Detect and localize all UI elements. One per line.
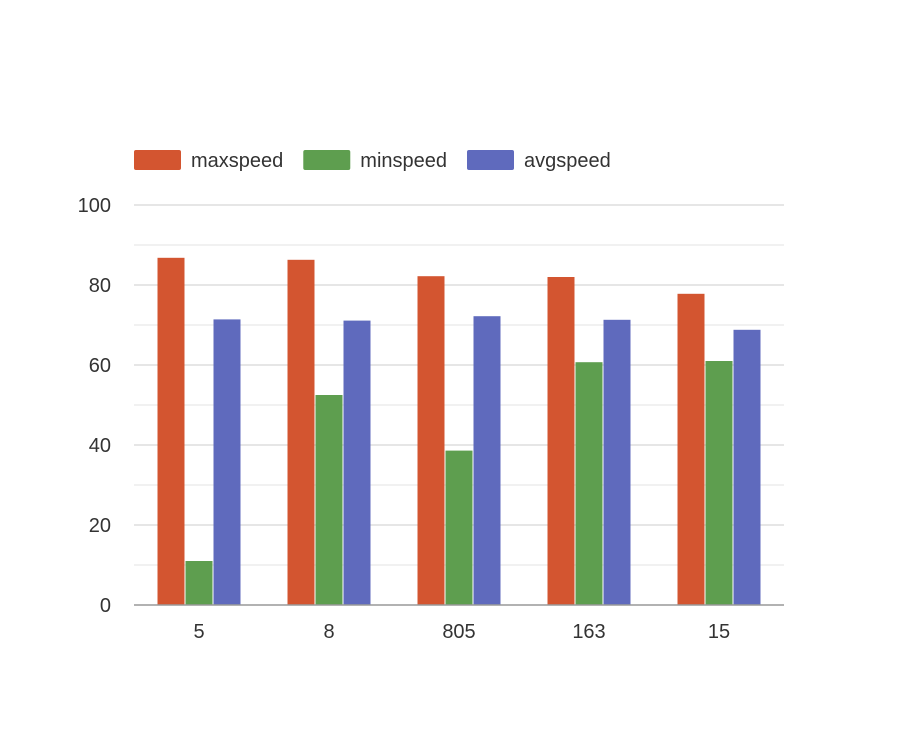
- y-tick-label: 100: [78, 195, 111, 217]
- axes: 0 20 40 60 80 100 5 8 805 163 15: [78, 195, 784, 643]
- bar-minspeed-8: [315, 395, 343, 605]
- y-tick-label: 0: [100, 595, 111, 617]
- legend: maxspeed minspeed avgspeed: [134, 150, 611, 172]
- legend-swatch-minspeed: [303, 150, 351, 170]
- bar-minspeed-805: [445, 450, 473, 605]
- x-tick-label: 805: [442, 621, 475, 643]
- bar-avgspeed-15: [733, 329, 761, 605]
- bar-avgspeed-8: [343, 320, 371, 605]
- bar-minspeed-15: [705, 361, 733, 605]
- bar-minspeed-5: [185, 561, 213, 605]
- x-tick-label: 5: [193, 621, 204, 643]
- legend-label-maxspeed: maxspeed: [191, 150, 283, 172]
- bars: [157, 257, 761, 605]
- legend-swatch-avgspeed: [467, 150, 514, 170]
- bar-maxspeed-805: [417, 276, 445, 605]
- legend-label-avgspeed: avgspeed: [524, 150, 611, 172]
- y-tick-label: 20: [89, 515, 111, 537]
- bar-maxspeed-163: [547, 277, 575, 605]
- gridlines: [134, 204, 784, 566]
- x-tick-label: 15: [708, 621, 730, 643]
- bar-avgspeed-163: [603, 319, 631, 605]
- legend-label-minspeed: minspeed: [360, 150, 447, 172]
- bar-maxspeed-5: [157, 257, 185, 605]
- bar-avgspeed-5: [213, 319, 241, 605]
- bar-maxspeed-8: [287, 259, 315, 605]
- y-tick-label: 60: [89, 355, 111, 377]
- y-tick-label: 40: [89, 435, 111, 457]
- bar-maxspeed-15: [677, 293, 705, 605]
- legend-swatch-maxspeed: [134, 150, 181, 170]
- x-tick-label: 163: [572, 621, 605, 643]
- y-tick-label: 80: [89, 275, 111, 297]
- bar-minspeed-163: [575, 362, 603, 605]
- x-tick-label: 8: [323, 621, 334, 643]
- bar-avgspeed-805: [473, 316, 501, 605]
